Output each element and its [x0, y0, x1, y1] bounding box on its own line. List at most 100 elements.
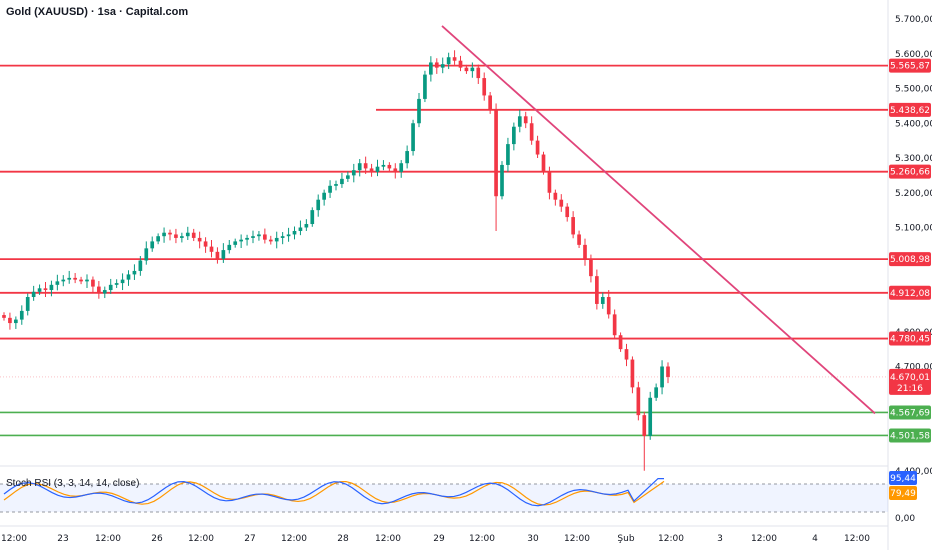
time-tick-label: 12:00: [281, 534, 307, 544]
candle-body: [185, 232, 190, 237]
candle-body: [298, 227, 303, 231]
candle-body: [589, 258, 593, 277]
candle-body: [571, 217, 575, 235]
candle-body: [523, 116, 528, 124]
candle-body: [108, 284, 113, 291]
candle-body: [304, 224, 309, 228]
candle-body: [512, 126, 516, 145]
candle-body: [369, 168, 374, 172]
candle-body: [583, 244, 587, 259]
candle-body: [49, 284, 54, 291]
candle-body: [91, 279, 95, 287]
candle-body: [488, 95, 492, 110]
time-tick-label: 12:00: [658, 534, 684, 544]
candle-body: [654, 387, 658, 398]
candle-body: [452, 57, 457, 61]
candle-body: [55, 281, 60, 285]
candle-body: [476, 67, 481, 79]
candle-body: [73, 277, 77, 280]
chart-title: Gold (XAUUSD) · 1sa · Capital.com: [6, 6, 189, 18]
level-labels: 5.565,87 5.438,62 5.260,66 5.008,98 4.912,08…: [0, 58, 931, 443]
candle-body: [239, 239, 243, 242]
candle-body: [126, 274, 131, 280]
candle-body: [642, 415, 647, 436]
candle-body: [417, 98, 421, 124]
candle-body: [636, 387, 641, 416]
candle-body: [411, 123, 415, 152]
time-tick-label: 30: [527, 534, 539, 544]
candle-body: [280, 236, 285, 238]
time-tick-label: 29: [433, 534, 445, 544]
stoch-k-badge: [889, 471, 917, 485]
candle-body: [37, 288, 42, 292]
candle-body: [446, 57, 451, 65]
level-badge: [889, 102, 931, 117]
candle-body: [19, 310, 24, 320]
candle-body: [357, 163, 362, 171]
candle-body: [274, 237, 279, 242]
stoch-d-badge: [889, 486, 917, 500]
level-badge: [889, 252, 931, 267]
candle-body: [263, 234, 267, 240]
candle-body: [346, 175, 350, 179]
price-tick-label: 5.400,00: [895, 119, 932, 129]
candle-body: [215, 251, 220, 259]
stoch-band-fill: [0, 484, 888, 512]
candle-body: [191, 232, 196, 238]
candle-body: [363, 163, 368, 169]
time-tick-label: 4: [812, 534, 818, 544]
candle-body: [316, 199, 321, 211]
current-price-badge: [889, 368, 931, 395]
level-label: 5.438,62: [890, 106, 930, 116]
candle-body: [79, 279, 83, 282]
time-tick-label: 12:00: [375, 534, 401, 544]
candle-body: [245, 237, 249, 240]
level-label: 5.565,87: [890, 62, 930, 72]
time-tick-label: 23: [57, 534, 68, 544]
candle-body: [500, 164, 504, 197]
candle-body: [606, 297, 611, 315]
candle-body: [310, 210, 315, 225]
candle-body: [268, 239, 273, 242]
candle-body: [43, 288, 48, 291]
stoch-k-value: 95,44: [890, 474, 916, 484]
stoch-rsi-pane: 95,44 79,49 0,00: [0, 471, 917, 524]
price-tick-label: 5.200,00: [895, 189, 932, 199]
current-price-countdown: 21:16: [897, 384, 923, 394]
candle-body: [600, 297, 605, 304]
level-badge: [889, 164, 931, 179]
time-tick-label: 12:00: [1, 534, 27, 544]
candle-body: [630, 359, 635, 388]
candle-body: [434, 62, 439, 68]
candle-body: [494, 109, 498, 197]
time-axis[interactable]: 12:00 23 12:00 26 12:00 27 12:00 28 12:00 29 12:00…: [1, 534, 870, 544]
trendline[interactable]: [441, 25, 876, 415]
candle-body: [162, 232, 166, 237]
price-tick-label: 5.500,00: [895, 85, 932, 95]
trendline-line[interactable]: [441, 25, 876, 415]
candle-body: [209, 246, 214, 252]
stoch-d-line: [3, 480, 665, 506]
price-tick-label: 5.100,00: [895, 224, 932, 234]
candle-body: [322, 192, 326, 200]
candle-body: [174, 234, 178, 238]
candle-body: [351, 170, 356, 176]
candle-body: [440, 64, 445, 68]
level-label: 4.912,08: [890, 289, 930, 299]
horizontal-levels[interactable]: [0, 64, 888, 437]
candle-body: [387, 164, 392, 169]
candle-body: [595, 276, 599, 304]
candle-body: [648, 397, 653, 436]
stoch-d-value: 79,49: [890, 489, 916, 499]
time-tick-label: 12:00: [844, 534, 870, 544]
candle-body: [375, 166, 380, 172]
candle-body: [328, 185, 332, 193]
price-tick-label: 4.700,00: [895, 363, 932, 373]
candle-body: [553, 192, 558, 200]
candle-body: [97, 286, 101, 294]
candle-body: [506, 144, 510, 165]
time-tick-label: 12:00: [751, 534, 777, 544]
candle-body: [120, 279, 125, 284]
